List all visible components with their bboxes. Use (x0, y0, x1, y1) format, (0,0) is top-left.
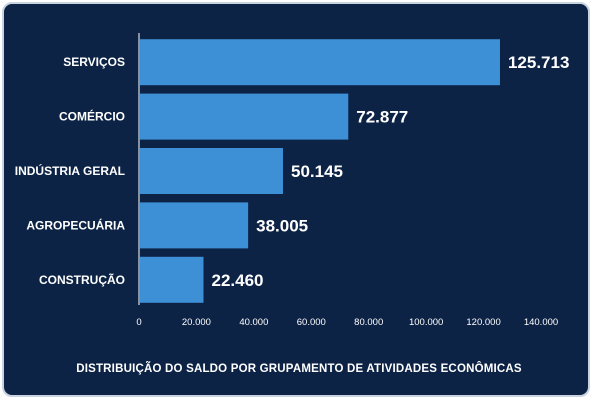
x-tick-label-7: 140.000 (524, 317, 558, 328)
x-tick-label-6: 120.000 (466, 317, 500, 328)
value-label-3: 38.005 (256, 216, 308, 235)
bar-4 (140, 256, 204, 303)
category-label-2: INDÚSTRIA GERAL (15, 163, 125, 178)
category-label-1: COMÉRCIO (59, 109, 125, 124)
bars-group (140, 39, 500, 303)
x-tick-labels: 0 20.000 40.000 60.000 80.000 100.000 120.000 1… (136, 317, 558, 328)
value-label-0: 125.713 (508, 53, 569, 72)
chart-title: DISTRIBUIÇÃO DO SALDO POR GRUPAMENTO DE … (76, 363, 522, 375)
category-label-0: SERVIÇOS (63, 55, 125, 69)
x-tick-label-0: 0 (136, 317, 141, 328)
x-tick-label-3: 60.000 (297, 317, 326, 328)
category-label-3: AGROPECUÁRIA (26, 217, 125, 232)
x-tick-label-5: 100.000 (409, 317, 443, 328)
bar-2 (140, 148, 283, 194)
value-label-2: 50.145 (291, 162, 343, 181)
category-label-4: CONSTRUÇÃO (39, 272, 125, 287)
bar-3 (140, 202, 249, 249)
value-label-4: 22.460 (211, 271, 263, 290)
x-tick-label-4: 80.000 (354, 317, 383, 328)
x-tick-label-2: 40.000 (239, 317, 268, 328)
value-label-1: 72.877 (356, 108, 408, 127)
x-tick-label-1: 20.000 (182, 317, 211, 328)
bar-0 (140, 39, 500, 86)
category-labels: SERVIÇOS COMÉRCIO INDÚSTRIA GERAL AGROPECUÁ… (15, 55, 126, 287)
value-labels: 125.713 72.877 50.145 38.005 22.460 (211, 53, 569, 290)
bar-1 (140, 93, 349, 140)
